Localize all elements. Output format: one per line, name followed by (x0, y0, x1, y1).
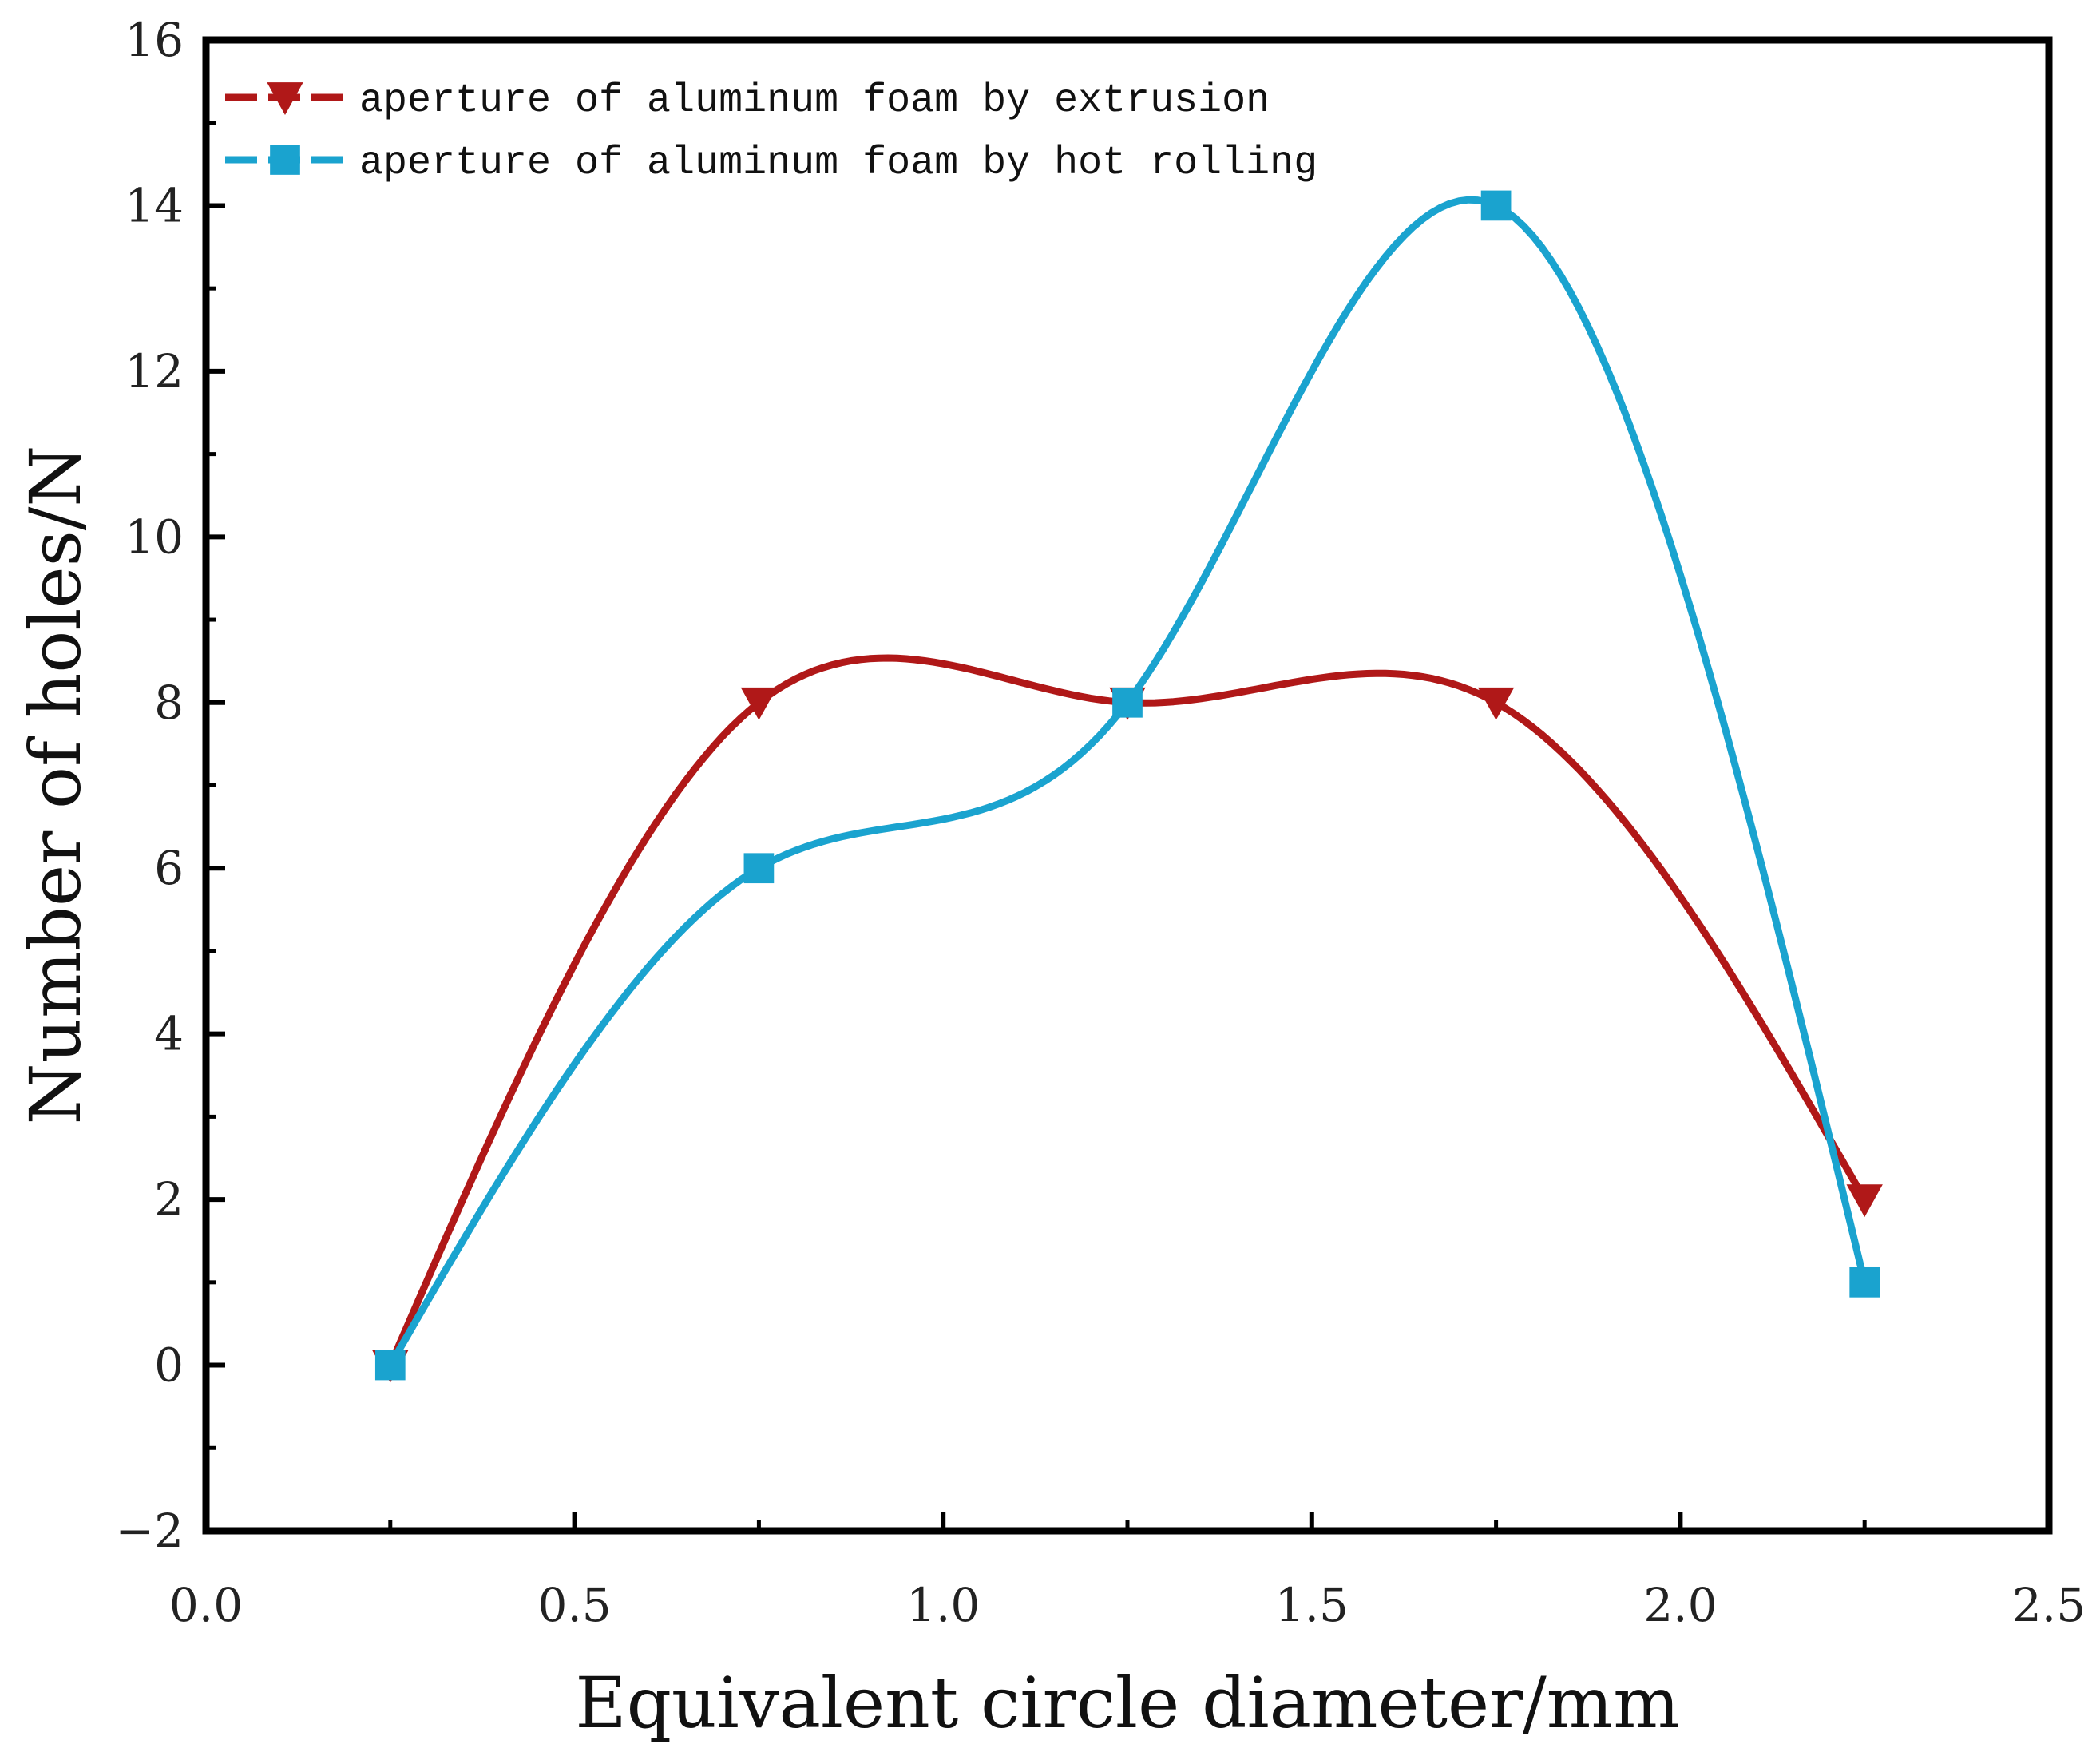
y-tick-label: −2 (116, 1504, 184, 1558)
x-tick-label: 2.0 (1643, 1578, 1717, 1632)
data-point (1480, 190, 1512, 221)
y-tick-label: 6 (154, 841, 184, 895)
legend: aperture of aluminum foam by extrusion ap… (225, 78, 1317, 186)
x-axis-title: Equivalent circle diameter/mm (575, 1662, 1679, 1744)
data-point (1846, 1184, 1883, 1218)
y-axis-title: Number of holes/N (14, 446, 97, 1125)
y-tick-label: 2 (154, 1172, 184, 1227)
legend-item-2: aperture of aluminum foam by hot rolling (225, 141, 1317, 186)
y-axis: −2 0 2 4 6 8 10 12 14 16 (116, 13, 225, 1558)
series-2 (374, 190, 1880, 1381)
legend-marker (270, 145, 300, 175)
x-tick-label: 0.0 (169, 1578, 243, 1632)
y-tick-label: 14 (125, 178, 184, 232)
x-tick-label: 1.5 (1275, 1578, 1349, 1632)
data-point (740, 687, 778, 720)
plot-frame (202, 36, 2053, 1535)
y-tick-label: 10 (125, 509, 184, 564)
data-point (1112, 687, 1143, 718)
x-tick-label: 0.5 (537, 1578, 611, 1632)
legend-marker (267, 82, 303, 116)
legend-label: aperture of aluminum foam by extrusion (359, 78, 1270, 124)
data-point (1849, 1266, 1880, 1298)
legend-item-1: aperture of aluminum foam by extrusion (225, 78, 1270, 124)
series-layer (372, 190, 1883, 1383)
legend-label: aperture of aluminum foam by hot rolling (359, 141, 1317, 186)
y-tick-label: 0 (154, 1338, 184, 1393)
series-line (386, 196, 1868, 1370)
x-tick-label: 2.5 (2012, 1578, 2086, 1632)
data-point (1477, 687, 1515, 720)
y-tick-label: 8 (154, 676, 184, 730)
y-tick-label: 4 (154, 1007, 184, 1061)
y-tick-label: 12 (125, 344, 184, 398)
x-tick-label: 1.0 (906, 1578, 980, 1632)
data-point (743, 853, 775, 884)
series-1 (372, 654, 1883, 1383)
data-point (374, 1350, 406, 1381)
x-axis: 0.0 0.5 1.0 1.5 2.0 2.5 (169, 1512, 2086, 1632)
y-tick-label: 16 (125, 13, 184, 67)
